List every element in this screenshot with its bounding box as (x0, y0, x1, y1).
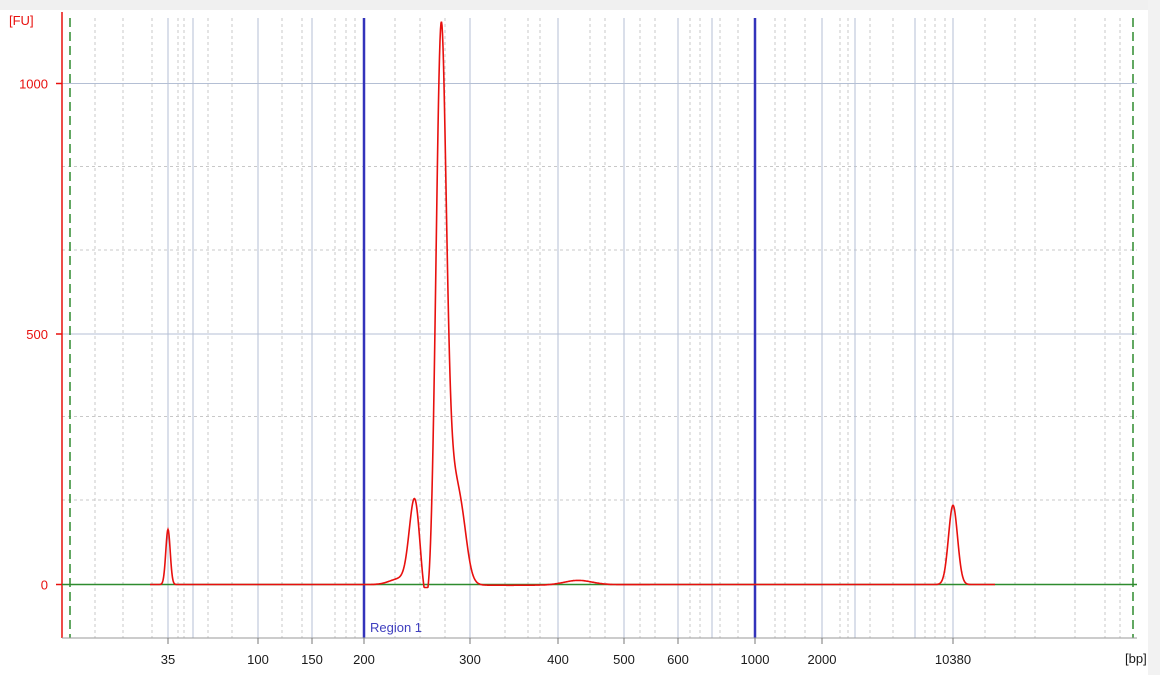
right-strip (1148, 0, 1160, 675)
x-tick-label-6: 500 (613, 652, 635, 667)
x-tick-label-7: 600 (667, 652, 689, 667)
trace-line (150, 21, 995, 589)
x-tick-label-10: 10380 (935, 652, 971, 667)
top-strip (0, 0, 1160, 10)
x-tick-label-4: 300 (459, 652, 481, 667)
x-tick-label-9: 2000 (808, 652, 837, 667)
x-axis-title: [bp] (1125, 651, 1147, 666)
y-tick-label-0: 0 (41, 578, 48, 593)
x-tick-label-3: 200 (353, 652, 375, 667)
x-tick-label-8: 1000 (741, 652, 770, 667)
region-overlay (362, 18, 757, 638)
x-tick-label-5: 400 (547, 652, 569, 667)
y-axis-title: [FU] (9, 13, 34, 28)
series-layer (0, 21, 995, 589)
y-tick-label-2: 1000 (19, 77, 48, 92)
x-tick-label-1: 100 (247, 652, 269, 667)
y-tick-label-1: 500 (26, 327, 48, 342)
x-tick-label-2: 150 (301, 652, 323, 667)
x-tick-label-0: 35 (161, 652, 175, 667)
labels-layer: [FU] [bp] Region 1 (9, 13, 1147, 666)
axes: 0 500 1000 35 100 150 200 300 400 500 600 1000 2000 1… (19, 12, 1137, 667)
region-label: Region 1 (370, 620, 422, 635)
